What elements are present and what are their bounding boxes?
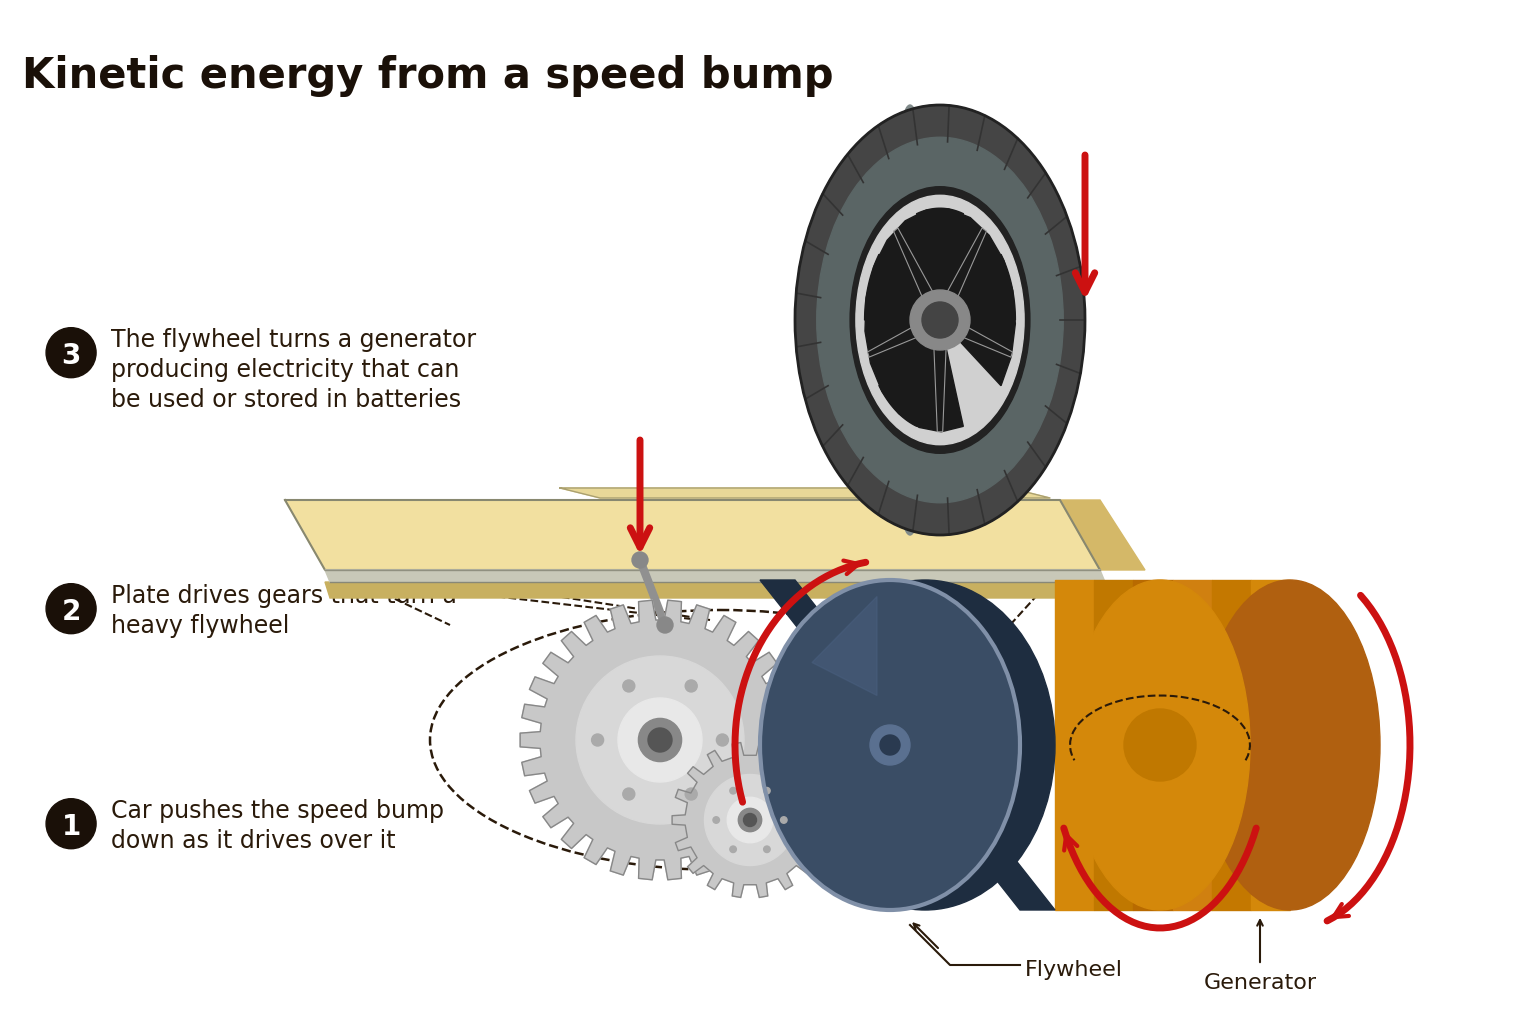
Circle shape	[46, 584, 97, 634]
Text: 1: 1	[61, 813, 81, 841]
Polygon shape	[865, 254, 940, 319]
Circle shape	[730, 787, 736, 794]
Ellipse shape	[888, 105, 932, 535]
Polygon shape	[326, 582, 1104, 598]
Ellipse shape	[1200, 580, 1379, 910]
Polygon shape	[521, 600, 800, 880]
Ellipse shape	[796, 580, 1055, 910]
Text: 3: 3	[61, 342, 81, 370]
Circle shape	[739, 808, 762, 831]
Text: down as it drives over it: down as it drives over it	[111, 828, 396, 853]
Polygon shape	[813, 597, 877, 695]
Polygon shape	[940, 254, 1015, 319]
Ellipse shape	[817, 137, 1063, 503]
Circle shape	[743, 813, 757, 826]
Circle shape	[657, 617, 673, 633]
Circle shape	[909, 290, 971, 350]
Text: Kinetic energy from a speed bump: Kinetic energy from a speed bump	[22, 55, 834, 97]
Polygon shape	[917, 208, 963, 319]
Circle shape	[716, 734, 728, 746]
Polygon shape	[934, 228, 986, 325]
Polygon shape	[673, 742, 828, 897]
Circle shape	[639, 719, 682, 762]
Text: Car pushes the speed bump: Car pushes the speed bump	[111, 799, 444, 822]
Circle shape	[576, 656, 743, 824]
Text: 2: 2	[61, 598, 81, 626]
Circle shape	[705, 774, 796, 865]
Polygon shape	[879, 319, 940, 426]
Text: Plate drives gears that turn a: Plate drives gears that turn a	[111, 584, 456, 607]
Polygon shape	[865, 209, 1015, 432]
Circle shape	[763, 787, 770, 794]
Polygon shape	[1060, 500, 1144, 570]
Circle shape	[617, 698, 702, 782]
Circle shape	[622, 680, 634, 692]
Ellipse shape	[849, 186, 1031, 454]
Text: Generator: Generator	[1203, 973, 1316, 993]
Circle shape	[730, 846, 736, 853]
Text: heavy flywheel: heavy flywheel	[111, 613, 289, 638]
Circle shape	[763, 846, 770, 853]
Circle shape	[648, 728, 673, 752]
Text: Flywheel: Flywheel	[1025, 961, 1123, 980]
Ellipse shape	[856, 196, 1025, 444]
Circle shape	[1124, 709, 1197, 781]
Polygon shape	[1212, 580, 1250, 910]
Polygon shape	[932, 319, 948, 432]
Polygon shape	[326, 570, 1104, 582]
Polygon shape	[868, 313, 942, 357]
Circle shape	[631, 552, 648, 568]
Polygon shape	[1134, 580, 1172, 910]
Text: be used or stored in batteries: be used or stored in batteries	[111, 388, 461, 412]
Circle shape	[46, 799, 97, 849]
Circle shape	[591, 734, 604, 746]
Circle shape	[46, 328, 97, 378]
Polygon shape	[1055, 580, 1094, 910]
Polygon shape	[1172, 580, 1212, 910]
Circle shape	[685, 788, 697, 800]
Polygon shape	[894, 228, 946, 325]
Circle shape	[713, 817, 719, 823]
Circle shape	[780, 817, 786, 823]
Text: producing electricity that can: producing electricity that can	[111, 357, 459, 382]
Polygon shape	[938, 313, 1012, 357]
Polygon shape	[760, 580, 1055, 910]
Circle shape	[869, 725, 909, 765]
Circle shape	[727, 798, 773, 843]
Ellipse shape	[1071, 580, 1250, 910]
Text: The flywheel turns a generator: The flywheel turns a generator	[111, 328, 476, 351]
Circle shape	[880, 735, 900, 755]
Ellipse shape	[760, 580, 1020, 910]
Polygon shape	[1250, 580, 1290, 910]
Circle shape	[685, 680, 697, 692]
Circle shape	[922, 302, 958, 338]
Polygon shape	[286, 500, 1100, 570]
Circle shape	[622, 788, 634, 800]
Ellipse shape	[796, 105, 1084, 535]
Polygon shape	[1094, 580, 1134, 910]
Polygon shape	[561, 488, 1051, 498]
